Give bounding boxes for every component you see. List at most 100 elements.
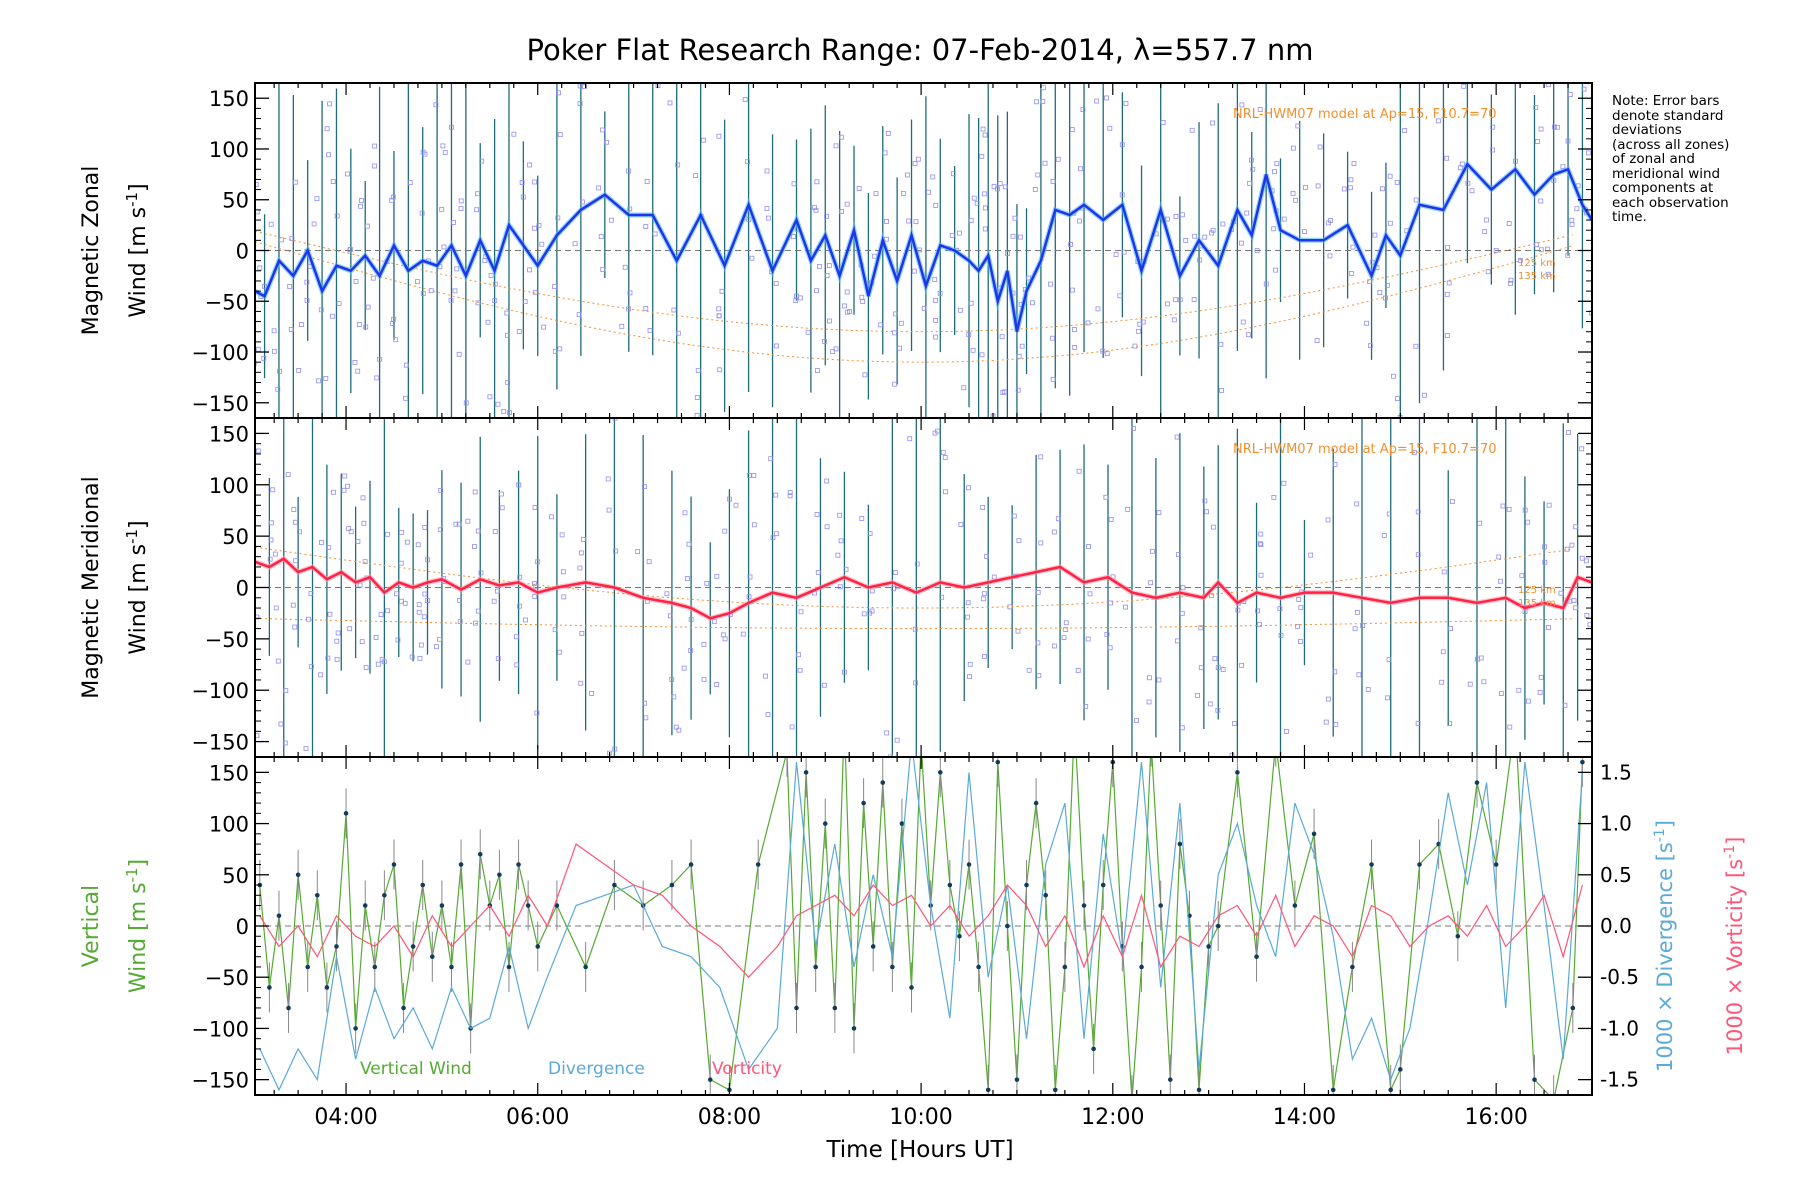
zone-point <box>877 322 883 328</box>
zone-point <box>363 324 369 330</box>
vertical-wind-point <box>420 882 426 888</box>
zone-point <box>1325 517 1331 523</box>
zone-point <box>1490 147 1496 153</box>
zone-point <box>923 430 927 434</box>
zone-point <box>375 661 381 667</box>
zone-point <box>372 143 378 149</box>
note-line: components at <box>1612 180 1714 196</box>
vertical-wind-point <box>1292 903 1298 908</box>
zone-point <box>1508 277 1514 283</box>
vertical-wind-point <box>1024 882 1029 888</box>
zone-point <box>1281 480 1287 486</box>
y-axis-label-line2: Wind [m s-1] <box>123 520 151 654</box>
zone-point <box>1458 165 1463 171</box>
zone-point <box>984 554 989 559</box>
zone-point <box>826 263 832 268</box>
vertical-wind-point <box>1149 739 1154 744</box>
zone-point <box>1351 161 1357 166</box>
zone-point <box>335 630 341 636</box>
vertical-wind-point <box>813 964 818 970</box>
zone-point <box>577 101 583 107</box>
zone-point <box>1581 86 1587 92</box>
zone-point <box>982 205 988 211</box>
zone-point <box>671 307 677 313</box>
zone-point <box>1485 269 1491 275</box>
zone-point <box>1498 691 1504 697</box>
zone-point <box>1350 244 1356 250</box>
vertical-wind-point <box>688 862 694 867</box>
zone-point <box>1128 781 1132 785</box>
vertical-wind-point <box>1158 903 1164 908</box>
vertical-wind-point <box>794 1005 799 1011</box>
zone-point <box>1551 177 1557 183</box>
zone-point <box>417 655 423 661</box>
vertical-wind-point <box>1474 780 1480 785</box>
zone-point <box>1239 662 1245 668</box>
zone-point <box>385 608 390 614</box>
zone-point <box>275 658 281 664</box>
zone-point <box>1594 396 1598 400</box>
zone-point <box>1040 85 1046 91</box>
y-tick-label: −100 <box>191 679 249 703</box>
y-axis-label-line1: Magnetic Meridional <box>79 476 104 698</box>
model-altitude-label: 135 km <box>1518 271 1556 282</box>
zone-point <box>326 152 332 158</box>
zone-point <box>1209 230 1215 236</box>
panel-3: Vertical Wind Divergence Vorticity 1.5 1.0 0.… <box>79 739 1747 1096</box>
zone-point <box>505 379 511 385</box>
zone-point <box>1597 709 1601 713</box>
zone-point <box>472 544 477 549</box>
zone-point <box>1544 246 1550 252</box>
vertical-wind-point <box>909 985 914 990</box>
zone-point <box>1341 186 1347 192</box>
vertical-wind-point <box>985 1087 991 1093</box>
zone-point <box>1069 127 1075 132</box>
zone-point <box>271 328 277 334</box>
vertical-wind-point <box>919 739 924 744</box>
zone-point <box>1478 655 1484 661</box>
zone-point <box>308 664 314 670</box>
vertical-wind-point <box>1273 739 1278 744</box>
zone-point <box>869 608 875 614</box>
zone-point <box>1395 396 1400 401</box>
zone-point <box>1387 173 1393 179</box>
y-axis-label-line2: Wind [m s-1] <box>123 183 151 317</box>
zone-point <box>1507 724 1513 730</box>
zone-point <box>330 313 335 319</box>
x-tick-label: 08:00 <box>698 1105 761 1130</box>
zone-point <box>626 306 631 312</box>
zone-point <box>434 644 439 650</box>
zone-point <box>1183 238 1189 243</box>
zone-point <box>1384 282 1390 288</box>
zone-point <box>930 174 936 180</box>
note-line: each observation <box>1612 194 1729 211</box>
zone-point <box>981 191 987 197</box>
zone-point <box>474 207 479 213</box>
zone-point <box>308 591 314 596</box>
zone-point <box>516 482 522 488</box>
zone-point <box>1220 221 1226 227</box>
vertical-wind-point <box>851 1026 857 1031</box>
zone-point <box>393 337 399 343</box>
axis-label-superscript: -1 <box>123 529 141 544</box>
vertical-wind-point <box>267 985 272 990</box>
zone-point <box>974 200 980 206</box>
zone-point <box>622 264 628 270</box>
zone-point <box>1075 668 1081 673</box>
zone-point <box>704 580 710 586</box>
zone-point <box>1526 698 1531 704</box>
vertical-wind-point <box>1139 964 1144 970</box>
zone-point <box>359 639 365 645</box>
zone-point <box>520 194 526 200</box>
axis-label-text: Wind [m s <box>126 544 151 655</box>
y-tick-label: 150 <box>209 422 249 446</box>
zone-point <box>627 206 633 212</box>
zone-point <box>1277 606 1283 612</box>
zone-point <box>532 179 538 185</box>
zone-point <box>1271 226 1277 232</box>
zone-point <box>867 531 873 536</box>
zone-point <box>532 289 538 295</box>
vertical-wind-point <box>430 954 435 960</box>
zone-point <box>1240 319 1246 325</box>
zone-point <box>422 591 428 597</box>
